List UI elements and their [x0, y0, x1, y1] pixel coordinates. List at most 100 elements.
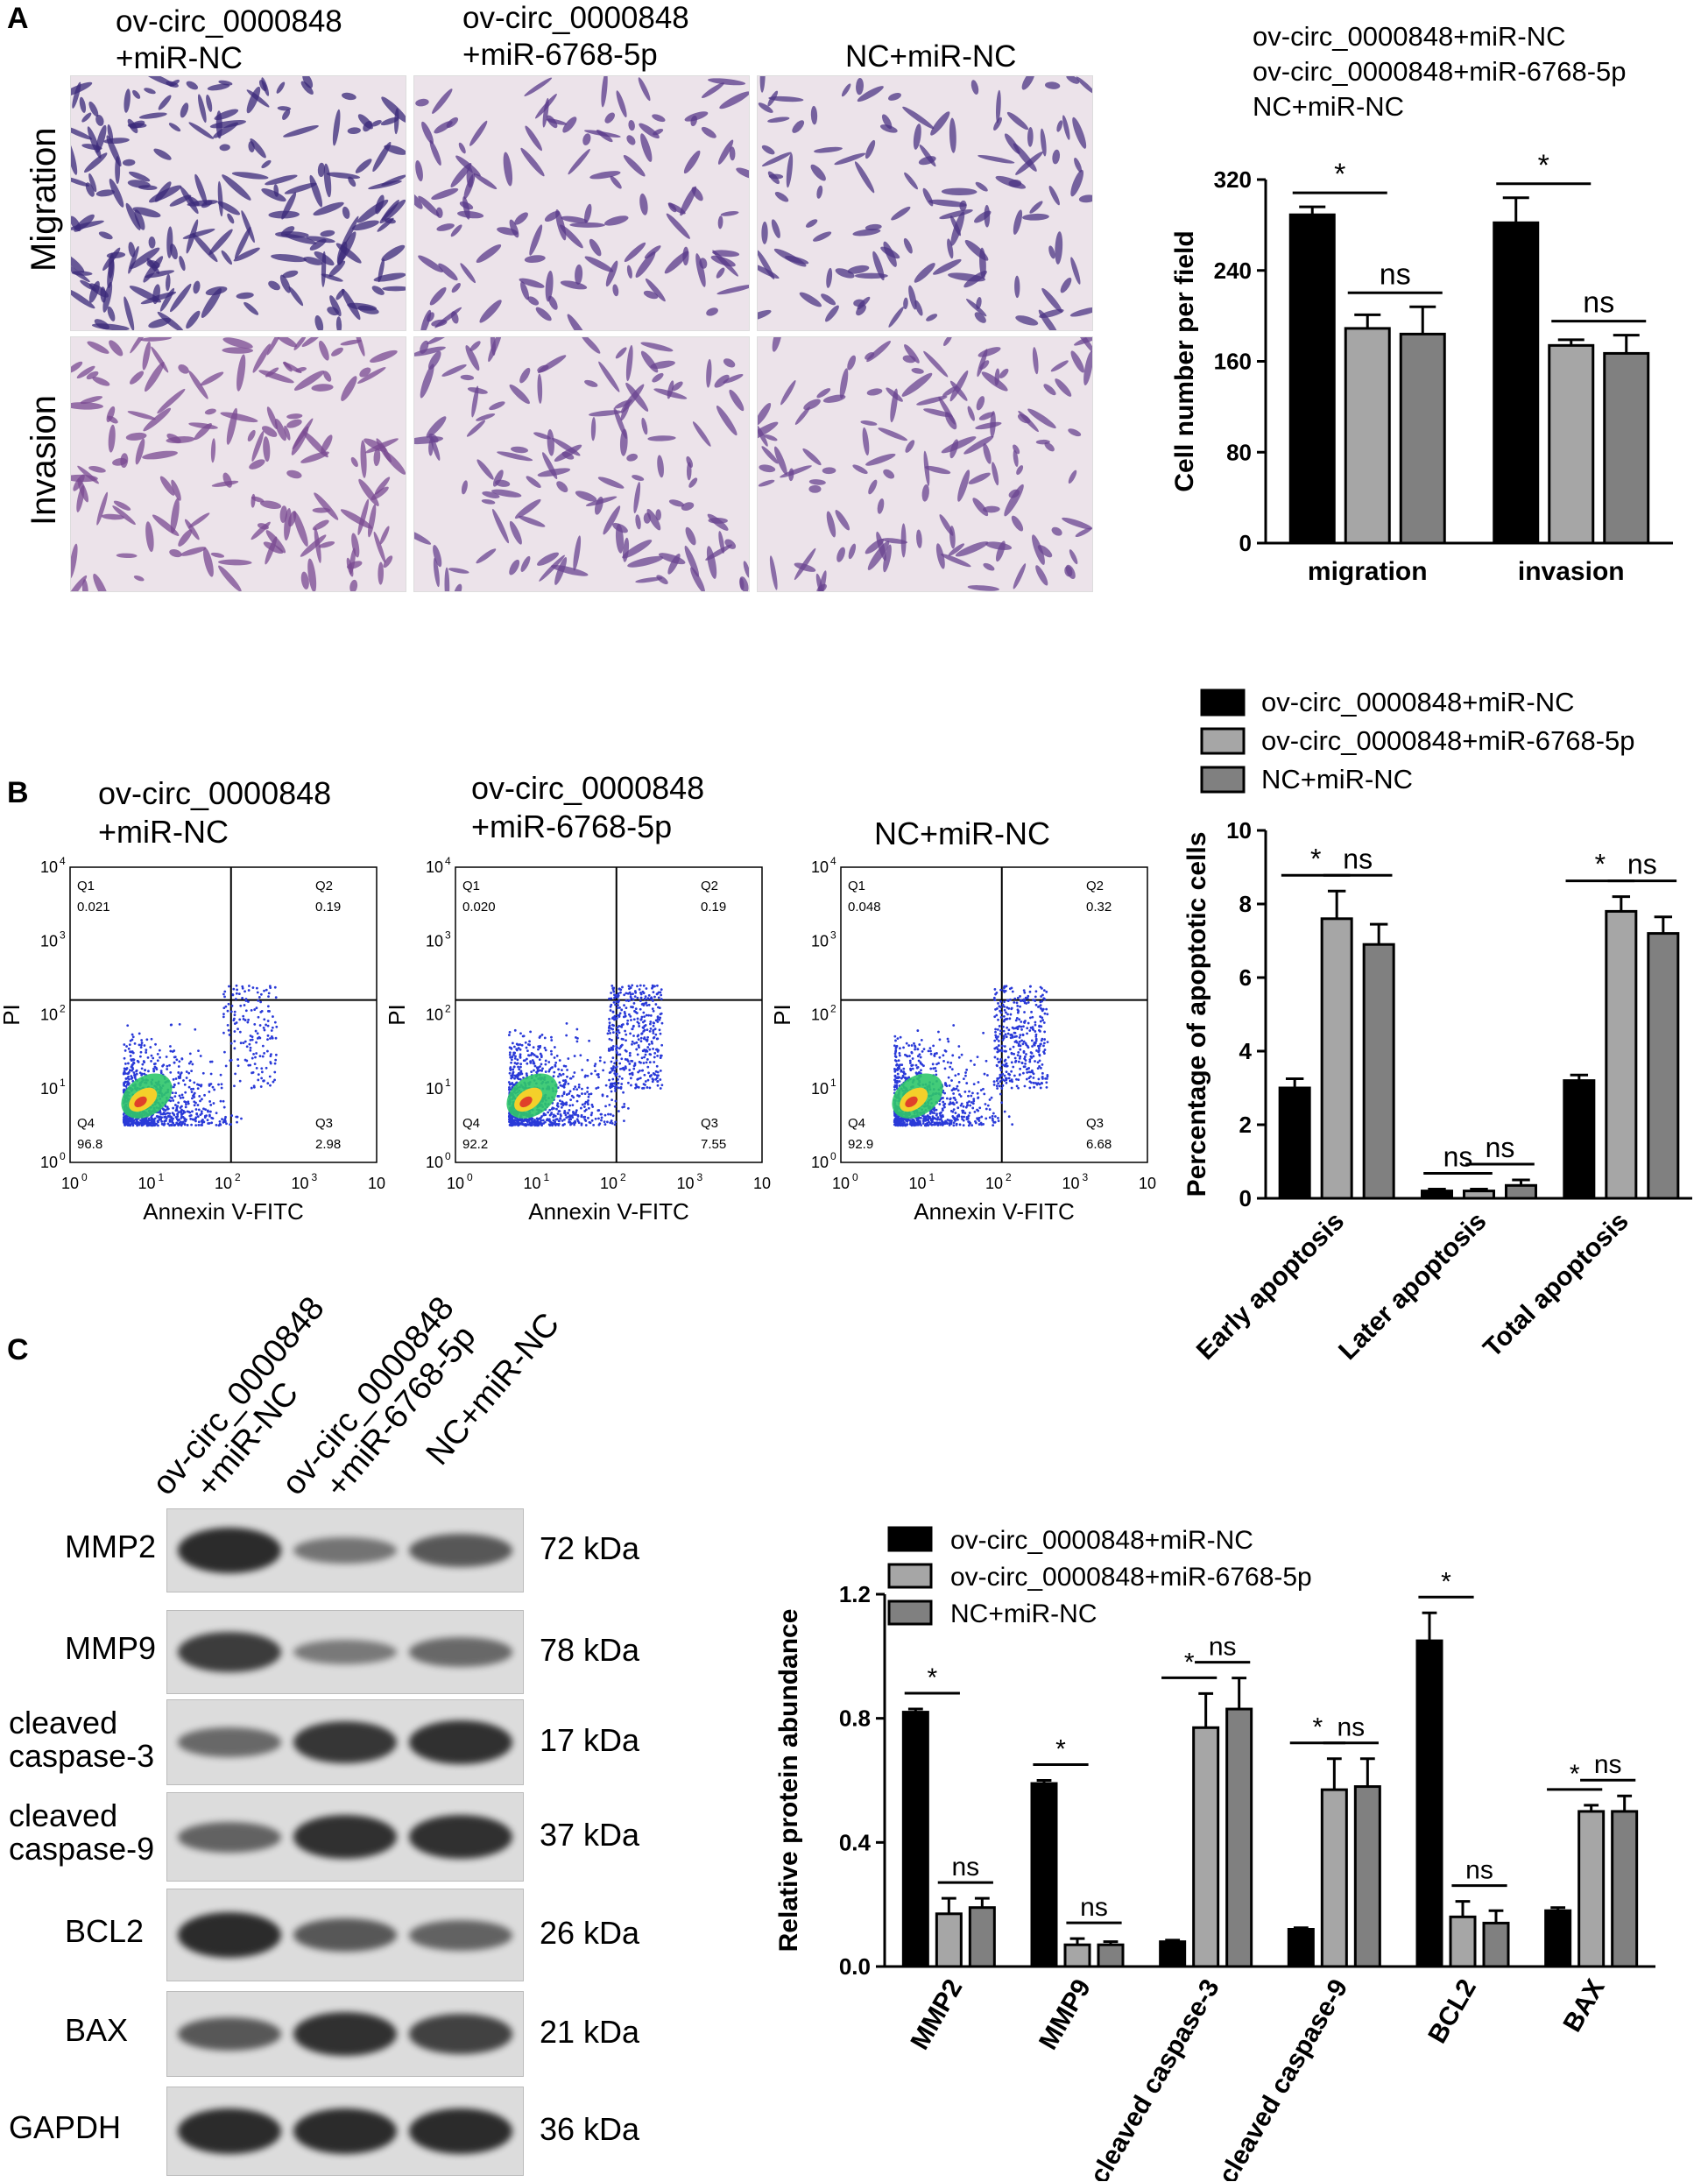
cell-mark — [1040, 128, 1047, 157]
event-dot — [623, 1105, 626, 1108]
event-dot — [991, 1114, 994, 1118]
event-dot — [577, 1085, 581, 1089]
event-dot — [550, 1049, 553, 1053]
event-dot — [1045, 1007, 1048, 1011]
cell-mark — [979, 360, 990, 371]
event-dot — [224, 1005, 228, 1008]
event-dot — [639, 1018, 643, 1020]
event-dot — [1028, 985, 1032, 988]
y-tick-label: 0.4 — [839, 1829, 872, 1855]
event-dot — [553, 1046, 556, 1049]
cell-mark — [374, 477, 391, 495]
cell-mark — [192, 233, 218, 263]
event-dot — [1023, 999, 1027, 1002]
event-dot — [535, 1066, 539, 1070]
legend-swatch — [1200, 688, 1246, 717]
event-dot — [999, 1009, 1002, 1013]
cell-mark — [626, 265, 632, 279]
event-dot — [263, 989, 265, 992]
cell-mark — [865, 223, 882, 231]
cell-mark — [80, 396, 103, 405]
cell-mark — [978, 412, 994, 420]
event-dot — [202, 1120, 206, 1124]
event-dot — [614, 1087, 617, 1091]
event-dot — [943, 1067, 947, 1070]
cell-mark — [102, 247, 121, 272]
event-dot — [196, 1083, 199, 1086]
event-dot — [168, 1119, 172, 1121]
bar — [1030, 1782, 1058, 1968]
event-dot — [1038, 1065, 1041, 1068]
event-dot — [515, 1048, 519, 1051]
y-tick-label: 0.0 — [839, 1953, 871, 1980]
event-dot — [170, 1023, 173, 1027]
event-dot — [1018, 1025, 1021, 1028]
event-dot — [554, 1122, 556, 1126]
cell-mark — [351, 533, 360, 558]
event-dot — [652, 991, 655, 994]
cell-mark — [589, 171, 621, 180]
event-dot — [1019, 1055, 1022, 1058]
event-dot — [1043, 1038, 1047, 1041]
event-dot — [907, 1044, 911, 1047]
event-dot — [146, 1124, 150, 1127]
cell-mark — [326, 172, 361, 180]
cell-mark — [545, 271, 554, 302]
protein-name: BCL2 — [65, 1913, 145, 1949]
event-dot — [1015, 1016, 1019, 1020]
event-dot — [641, 1026, 645, 1029]
event-dot — [939, 1114, 942, 1118]
event-dot — [132, 1071, 136, 1074]
blot-band — [178, 2016, 281, 2051]
cell-mark — [835, 510, 850, 531]
cell-mark — [942, 385, 958, 397]
event-dot — [172, 1099, 175, 1102]
event-dot — [656, 1018, 660, 1020]
event-dot — [220, 1083, 223, 1086]
event-dot — [1041, 1016, 1044, 1020]
event-dot — [508, 1031, 512, 1034]
cell-mark — [450, 163, 472, 187]
event-dot — [604, 1105, 607, 1108]
cell-mark — [653, 388, 688, 399]
event-dot — [180, 1108, 183, 1112]
cell-mark — [266, 337, 285, 356]
event-dot — [225, 1122, 228, 1126]
event-dot — [920, 1039, 923, 1042]
cell-mark — [1070, 257, 1081, 285]
cell-mark — [169, 549, 182, 558]
event-dot — [597, 1076, 600, 1079]
event-dot — [183, 1083, 187, 1086]
event-dot — [655, 1037, 659, 1041]
event-dot — [655, 992, 659, 996]
cell-mark — [686, 462, 692, 481]
event-dot — [588, 1039, 590, 1042]
event-dot — [610, 1090, 613, 1093]
event-dot — [175, 1108, 179, 1111]
event-dot — [176, 1112, 180, 1116]
blot-protein-label: BAX — [65, 2014, 128, 2047]
x-tick-label: 10 — [215, 1175, 232, 1192]
event-dot — [611, 1069, 614, 1072]
event-dot — [1003, 1000, 1006, 1004]
event-dot — [1023, 1056, 1027, 1058]
cell-mark — [866, 388, 883, 396]
blot-band — [409, 2014, 512, 2054]
event-dot — [659, 991, 662, 994]
event-dot — [999, 1058, 1003, 1061]
cell-mark — [767, 117, 790, 124]
cell-mark — [71, 402, 104, 410]
event-dot — [572, 1087, 575, 1091]
event-dot — [247, 1000, 250, 1003]
event-dot — [1029, 1026, 1033, 1029]
event-dot — [567, 1082, 570, 1085]
event-dot — [1020, 1061, 1024, 1064]
cell-mark — [758, 309, 772, 321]
column-2-line1: ov-circ_0000848 — [462, 1, 689, 35]
event-dot — [1046, 1013, 1049, 1016]
event-dot — [894, 1039, 897, 1042]
event-dot — [562, 1091, 566, 1094]
event-dot — [997, 1018, 999, 1021]
event-dot — [253, 1008, 257, 1011]
cell-mark — [347, 302, 378, 311]
